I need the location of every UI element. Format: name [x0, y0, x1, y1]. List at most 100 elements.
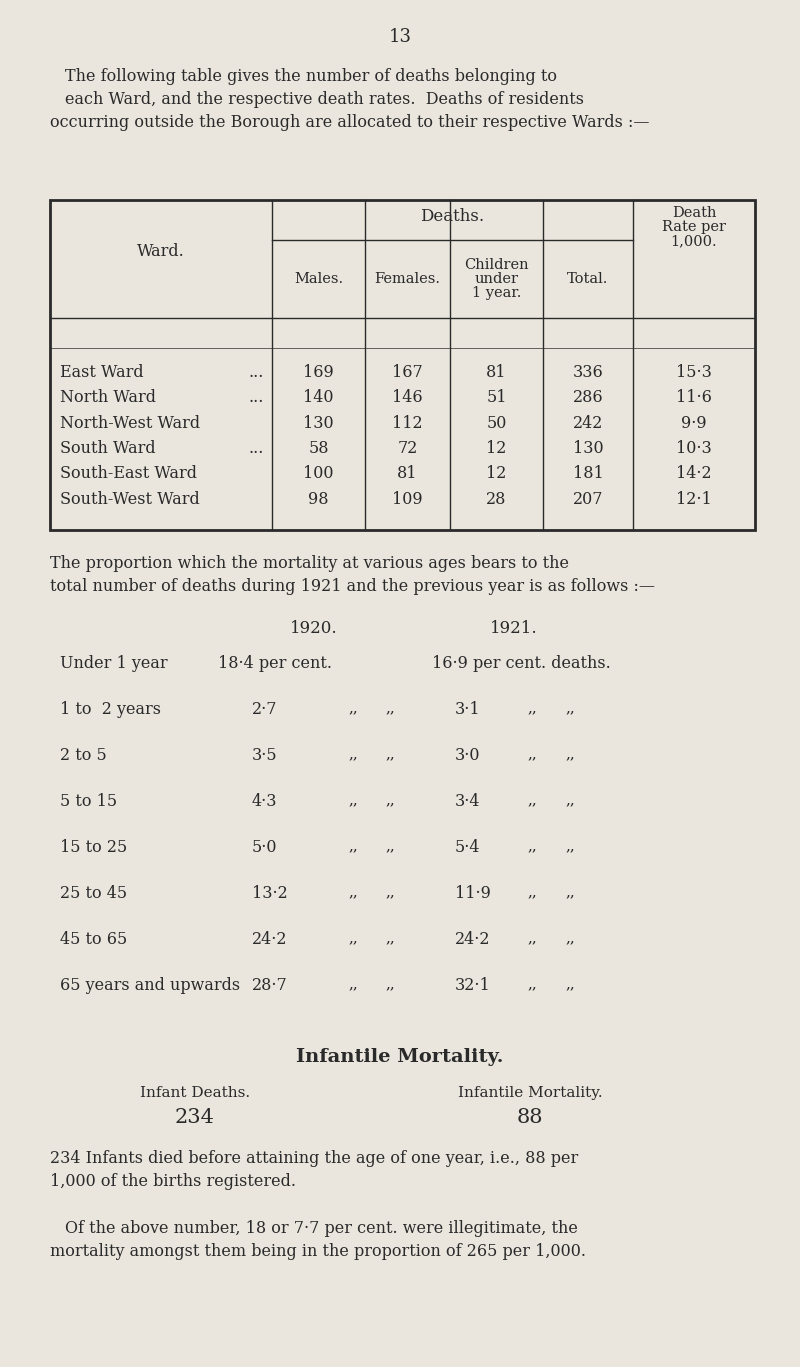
Text: 15·3: 15·3	[676, 364, 712, 381]
Text: ...: ...	[249, 440, 264, 457]
Text: ,,: ,,	[527, 931, 537, 945]
Text: ,,: ,,	[385, 839, 394, 853]
Text: 207: 207	[573, 491, 603, 507]
Text: 9·9: 9·9	[681, 414, 707, 432]
Text: ,,: ,,	[348, 701, 358, 715]
Text: 11·6: 11·6	[676, 390, 712, 406]
Text: 1,000.: 1,000.	[670, 234, 718, 247]
Text: ...: ...	[249, 364, 264, 381]
Text: ,,: ,,	[565, 931, 574, 945]
Text: Rate per: Rate per	[662, 220, 726, 234]
Text: East Ward: East Ward	[60, 364, 144, 381]
Text: 72: 72	[398, 440, 418, 457]
Text: 81: 81	[398, 466, 418, 483]
Text: 12: 12	[486, 440, 506, 457]
Text: 169: 169	[303, 364, 334, 381]
Text: 14·2: 14·2	[676, 466, 712, 483]
Text: ,,: ,,	[385, 793, 394, 807]
Text: ,,: ,,	[348, 977, 358, 991]
Text: 51: 51	[486, 390, 506, 406]
Text: 12·1: 12·1	[676, 491, 712, 507]
Text: Ward.: Ward.	[137, 243, 185, 261]
Text: 1 to  2 years: 1 to 2 years	[60, 701, 161, 718]
Text: Total.: Total.	[567, 272, 609, 286]
Text: 3·1: 3·1	[455, 701, 481, 718]
Text: 28·7: 28·7	[252, 977, 288, 994]
Text: The proportion which the mortality at various ages bears to the: The proportion which the mortality at va…	[50, 555, 569, 571]
Text: ,,: ,,	[385, 701, 394, 715]
Text: 16·9 per cent. deaths.: 16·9 per cent. deaths.	[432, 655, 610, 673]
Text: 1921.: 1921.	[490, 621, 538, 637]
Text: 88: 88	[517, 1109, 543, 1126]
Text: each Ward, and the respective death rates.  Deaths of residents: each Ward, and the respective death rate…	[65, 92, 584, 108]
Text: 100: 100	[303, 466, 334, 483]
Text: 25 to 45: 25 to 45	[60, 884, 127, 902]
Text: 286: 286	[573, 390, 603, 406]
Text: North-West Ward: North-West Ward	[60, 414, 200, 432]
Text: 130: 130	[573, 440, 603, 457]
Text: ,,: ,,	[385, 884, 394, 899]
Text: 5 to 15: 5 to 15	[60, 793, 117, 811]
Text: Children: Children	[464, 258, 529, 272]
Text: 81: 81	[486, 364, 506, 381]
Text: 146: 146	[392, 390, 423, 406]
Text: 2 to 5: 2 to 5	[60, 746, 106, 764]
Text: 18·4 per cent.: 18·4 per cent.	[218, 655, 332, 673]
Text: 3·4: 3·4	[455, 793, 481, 811]
Text: mortality amongst them being in the proportion of 265 per 1,000.: mortality amongst them being in the prop…	[50, 1243, 586, 1260]
Text: ...: ...	[249, 390, 264, 406]
Text: Females.: Females.	[374, 272, 441, 286]
Text: ,,: ,,	[385, 977, 394, 991]
Text: 24·2: 24·2	[252, 931, 287, 947]
Text: 58: 58	[308, 440, 329, 457]
Text: Infantile Mortality.: Infantile Mortality.	[458, 1085, 602, 1100]
Text: Death: Death	[672, 206, 716, 220]
Text: 3·5: 3·5	[252, 746, 278, 764]
Text: 2·7: 2·7	[252, 701, 278, 718]
Text: Males.: Males.	[294, 272, 343, 286]
Text: Infant Deaths.: Infant Deaths.	[140, 1085, 250, 1100]
Text: ,,: ,,	[527, 884, 537, 899]
Text: ,,: ,,	[565, 701, 574, 715]
Text: 167: 167	[392, 364, 423, 381]
Text: ,,: ,,	[527, 977, 537, 991]
Text: ,,: ,,	[385, 931, 394, 945]
Text: South-East Ward: South-East Ward	[60, 466, 197, 483]
Text: 15 to 25: 15 to 25	[60, 839, 127, 856]
Text: 10·3: 10·3	[676, 440, 712, 457]
Text: 1920.: 1920.	[290, 621, 338, 637]
Text: Under 1 year: Under 1 year	[60, 655, 168, 673]
Bar	[50, 200, 755, 530]
Text: 336: 336	[573, 364, 603, 381]
Text: ,,: ,,	[527, 793, 537, 807]
Text: 4·3: 4·3	[252, 793, 278, 811]
Text: 12: 12	[486, 466, 506, 483]
Text: 45 to 65: 45 to 65	[60, 931, 127, 947]
Text: total number of deaths during 1921 and the previous year is as follows :—: total number of deaths during 1921 and t…	[50, 578, 655, 595]
Text: Of the above number, 18 or 7·7 per cent. were illegitimate, the: Of the above number, 18 or 7·7 per cent.…	[65, 1219, 578, 1237]
Text: ,,: ,,	[565, 977, 574, 991]
Text: ,,: ,,	[565, 839, 574, 853]
Text: 13: 13	[389, 27, 411, 46]
Text: South Ward: South Ward	[60, 440, 156, 457]
Text: 65 years and upwards: 65 years and upwards	[60, 977, 240, 994]
Text: ,,: ,,	[385, 746, 394, 761]
Text: under: under	[474, 272, 518, 286]
Text: ,,: ,,	[348, 793, 358, 807]
Text: ,,: ,,	[348, 746, 358, 761]
Text: 5·0: 5·0	[252, 839, 278, 856]
Text: ,,: ,,	[527, 701, 537, 715]
Text: 24·2: 24·2	[455, 931, 490, 947]
Text: North Ward: North Ward	[60, 390, 156, 406]
Text: 181: 181	[573, 466, 603, 483]
Text: 98: 98	[308, 491, 329, 507]
Text: 5·4: 5·4	[455, 839, 481, 856]
Text: 1,000 of the births registered.: 1,000 of the births registered.	[50, 1173, 296, 1191]
Text: ,,: ,,	[527, 839, 537, 853]
Text: 112: 112	[392, 414, 423, 432]
Text: The following table gives the number of deaths belonging to: The following table gives the number of …	[65, 68, 557, 85]
Text: 28: 28	[486, 491, 506, 507]
Text: occurring outside the Borough are allocated to their respective Wards :—: occurring outside the Borough are alloca…	[50, 113, 650, 131]
Text: ,,: ,,	[527, 746, 537, 761]
Text: 109: 109	[392, 491, 423, 507]
